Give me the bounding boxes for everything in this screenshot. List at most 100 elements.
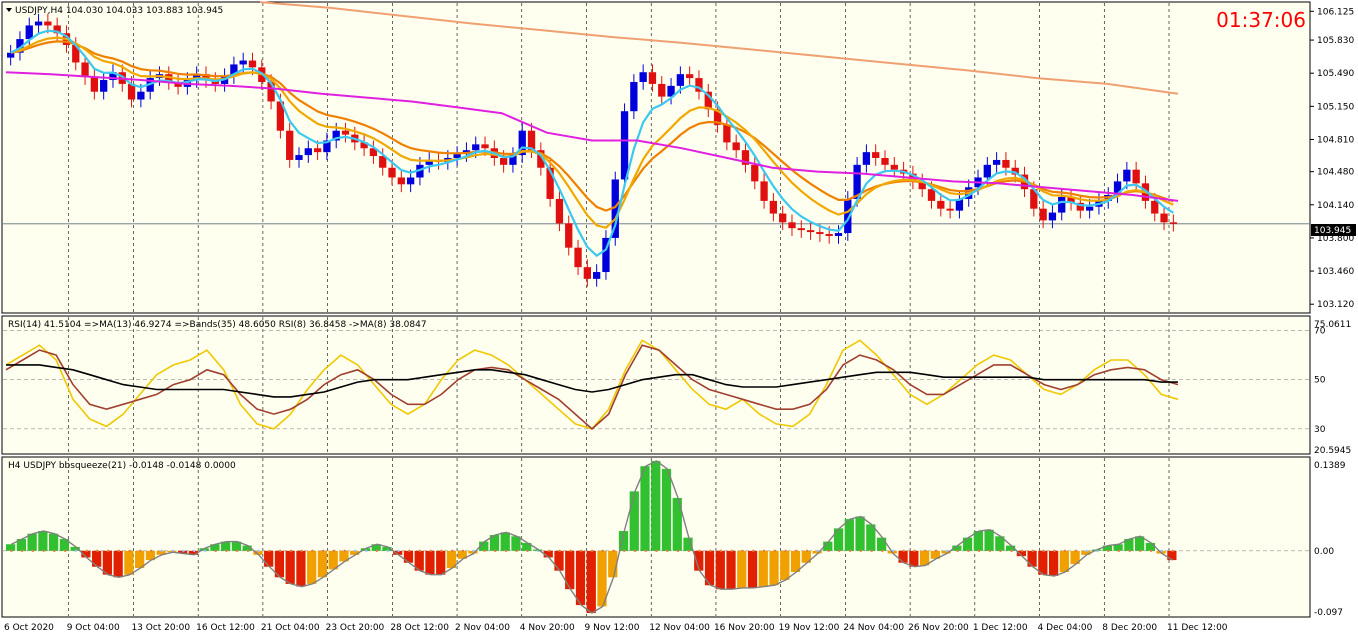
squeeze-dot <box>580 549 583 553</box>
squeeze-dot <box>429 549 432 553</box>
current-price-label: 103.945 <box>1314 226 1351 236</box>
candle-body <box>620 111 629 180</box>
squeeze-dot <box>709 549 712 553</box>
candle-body <box>1123 169 1131 182</box>
candle-body <box>53 25 61 34</box>
squeeze-dot <box>117 549 121 553</box>
bbs-outline <box>11 460 1173 614</box>
price-y-tick-label: 103.120 <box>1317 300 1354 310</box>
bbs-bar <box>124 550 134 575</box>
bbs-bar <box>866 524 876 551</box>
squeeze-dot <box>1106 549 1110 553</box>
squeeze-dot <box>375 549 379 553</box>
squeeze-dot <box>547 549 551 553</box>
candle-body <box>388 167 396 178</box>
bbs-bar <box>565 550 575 590</box>
bbs-bar <box>769 550 779 586</box>
squeeze-dot <box>1160 549 1164 553</box>
candle-body <box>472 144 480 151</box>
bbs-bar <box>231 541 242 551</box>
squeeze-dot <box>278 549 282 553</box>
candle-body <box>1048 212 1057 221</box>
squeeze-dot <box>504 549 508 553</box>
bbs-bar <box>715 550 725 590</box>
squeeze-dot <box>63 549 67 553</box>
bbs-bar <box>1081 550 1091 555</box>
x-tick-label: 2 Nov 04:00 <box>455 623 510 633</box>
bbs-bar <box>178 550 188 554</box>
bbs-bar <box>199 548 209 551</box>
squeeze-dot <box>321 549 325 553</box>
bbs-bar <box>1070 550 1080 565</box>
x-tick-label: 4 Dec 04:00 <box>1038 623 1093 633</box>
squeeze-dot <box>74 549 78 553</box>
bbs-y-tick-label: 0.1389 <box>1314 461 1346 471</box>
current-price-marker: 103.945 <box>1311 224 1356 236</box>
squeeze-dot <box>235 549 239 553</box>
bbs-bar <box>81 550 91 558</box>
x-tick-label: 19 Nov 12:00 <box>779 623 840 633</box>
bbs-bar <box>489 534 500 551</box>
bbs-bar <box>500 532 510 551</box>
candle-body <box>816 232 824 235</box>
candle-body <box>100 80 108 92</box>
squeeze-dot <box>483 549 486 553</box>
price-panel[interactable] <box>1 1 1311 314</box>
candle-body <box>397 177 405 185</box>
candle-body <box>137 91 145 100</box>
bbs-bar <box>6 544 16 551</box>
bbs-bar <box>855 516 865 551</box>
candle-body <box>890 164 898 170</box>
bbs-bar <box>285 550 295 584</box>
bbs-bar <box>242 545 252 551</box>
squeeze-dot <box>182 549 185 553</box>
rsi-panel[interactable] <box>1 315 1311 455</box>
squeeze-dot <box>246 549 250 553</box>
x-tick-label: 11 Dec 12:00 <box>1167 623 1228 633</box>
bbs-bar <box>102 550 113 575</box>
menu-triangle-icon[interactable] <box>6 8 12 12</box>
candle-body <box>769 200 778 214</box>
bbs-bar <box>586 550 596 614</box>
candle-body <box>527 130 536 151</box>
squeeze-dot <box>31 549 35 553</box>
squeeze-dot <box>902 549 906 553</box>
candle-body <box>369 148 378 157</box>
candle-body <box>834 233 843 236</box>
squeeze-dot <box>601 549 604 553</box>
candle-body <box>267 81 275 102</box>
candle-body <box>202 74 210 81</box>
candle-body <box>676 74 685 86</box>
bbs-bar <box>479 541 489 551</box>
candle-body <box>1132 169 1140 184</box>
squeeze-dot <box>225 549 228 553</box>
squeeze-dot <box>472 549 475 553</box>
candle-body <box>1058 196 1066 213</box>
rsi-y-tick-label: 75.0611 <box>1314 320 1351 330</box>
bbs-bar <box>780 550 790 580</box>
candle-body <box>853 164 861 199</box>
bbs-bar <box>672 497 682 551</box>
bbs-bar <box>694 550 704 571</box>
squeeze-dot <box>311 549 314 553</box>
candle-body <box>555 198 564 224</box>
bbs-bar <box>522 542 532 551</box>
bbs-bar <box>49 533 59 551</box>
price-y-tick-label: 105.490 <box>1317 69 1354 79</box>
squeeze-dot <box>881 549 884 553</box>
bbs-bar <box>511 536 521 551</box>
candle-body <box>1160 213 1168 223</box>
candle-body <box>704 91 712 110</box>
x-tick-label: 8 Dec 20:00 <box>1102 623 1157 633</box>
bbs-bar <box>468 550 478 554</box>
squeeze-dot <box>687 549 690 553</box>
squeeze-dot <box>418 549 422 553</box>
candle-clock: 01:37:06 <box>1216 8 1306 32</box>
candle-body <box>648 72 657 84</box>
squeeze-dot <box>558 549 561 553</box>
rsi-y-tick-label: 50 <box>1314 376 1326 386</box>
squeeze-dot <box>977 549 981 553</box>
candle-body <box>751 164 759 182</box>
candle-body <box>481 144 489 149</box>
